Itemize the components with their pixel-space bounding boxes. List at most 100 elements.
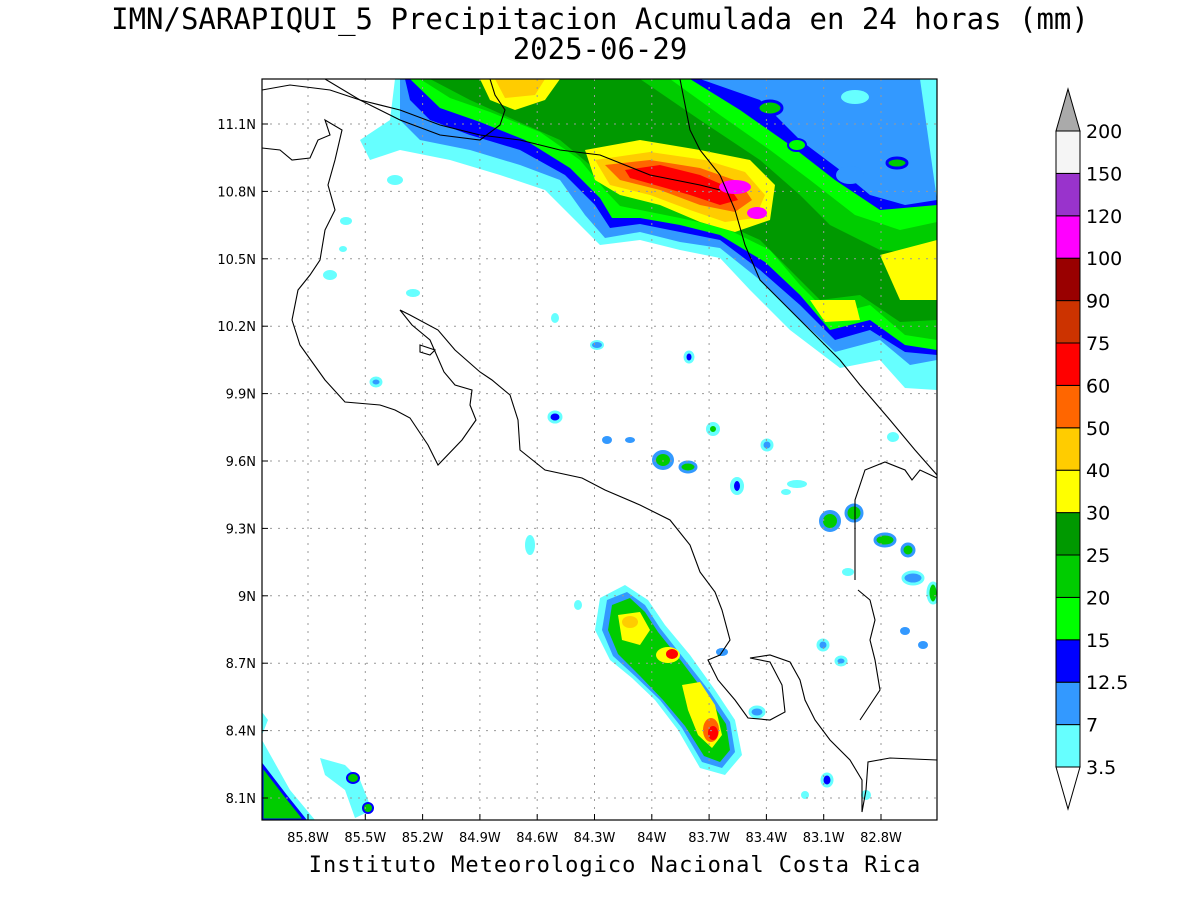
precip-cell (730, 477, 744, 495)
precip-cell (873, 532, 897, 548)
colorbar-label: 200 (1086, 121, 1122, 143)
precip-cell (340, 217, 352, 225)
precip-cell (885, 156, 909, 170)
map-frame (261, 78, 938, 821)
lon-tick-label: 85.8W (287, 831, 329, 846)
san-juan-river (679, 79, 937, 476)
precip-cell (887, 432, 899, 442)
colorbar-swatch (1055, 257, 1081, 302)
lon-tick-label: 83.4W (745, 831, 787, 846)
precip-cell (900, 627, 910, 635)
precip-left-edge (262, 712, 268, 735)
colorbar-label: 40 (1086, 460, 1110, 482)
precip-cell (781, 489, 791, 495)
precip-cell (926, 581, 937, 605)
precip-cell (842, 568, 854, 576)
map-grid (262, 79, 937, 820)
precip-cell (787, 138, 807, 152)
precip-cell (844, 503, 864, 523)
burica (857, 589, 881, 721)
precip-cell (373, 130, 417, 150)
lat-tick-label: 9.9N (226, 388, 256, 403)
precip-cell (683, 350, 695, 364)
precip-cell (748, 705, 766, 719)
precip-cell (756, 99, 784, 117)
colorbar-label: 15 (1086, 630, 1110, 652)
precip-cell (787, 480, 807, 488)
precip-red-south-a (708, 726, 718, 740)
colorbar-swatch (1055, 681, 1081, 726)
precip-corner-sw-b (262, 762, 307, 820)
precip-sw-cell-b (346, 772, 360, 784)
longitude-axis: 85.8W 85.5W 85.2W 84.9W 84.6W 84.3W 84W 83.7W 83… (287, 814, 902, 846)
precip-cell (760, 438, 774, 452)
precip-cell (652, 450, 674, 470)
precip-cell (547, 410, 563, 424)
colorbar-swatch (1055, 724, 1081, 768)
colorbar-label: 30 (1086, 503, 1110, 525)
colorbar-label: 90 (1086, 291, 1110, 313)
precip-cell (678, 460, 698, 474)
precip-cell (602, 436, 612, 444)
border-panama (854, 461, 937, 580)
lat-tick-label: 10.2N (217, 320, 256, 335)
precip-cell (816, 638, 830, 652)
lon-tick-label: 83.1W (803, 831, 845, 846)
colorbar-label: 7 (1086, 715, 1098, 737)
precip-cell (834, 655, 848, 667)
colorbar-swatch (1055, 596, 1081, 641)
precip-red-north-b (625, 165, 738, 205)
precip-cell (819, 510, 841, 532)
precip-orange-north-b (495, 79, 545, 98)
precip-orange-south-a (622, 616, 638, 628)
colorbar-swatch (1055, 384, 1081, 429)
precip-sw-cell (320, 758, 372, 818)
precip-cell (625, 437, 635, 443)
lat-tick-label: 9N (238, 590, 256, 605)
precip-cell (820, 772, 834, 788)
precip-red-south-b (666, 649, 678, 659)
colorbar-label: 50 (1086, 418, 1110, 440)
colorbar-swatch (1055, 215, 1081, 259)
colorbar-swatch (1055, 427, 1081, 471)
colorbar-label: 20 (1086, 587, 1110, 609)
colorbar-swatch (1055, 130, 1081, 174)
precip-cell (801, 791, 809, 799)
coastlines (262, 79, 937, 813)
colorbar-swatch (1055, 172, 1081, 217)
colorbar-swatch (1055, 300, 1081, 344)
nicoya-inlet (419, 344, 437, 356)
lon-tick-label: 83.7W (688, 831, 730, 846)
colorbar-label: 75 (1086, 333, 1110, 355)
colorbar-label: 150 (1086, 163, 1122, 185)
colorbar-upper-arrow (1055, 87, 1081, 132)
colorbar-swatch (1055, 469, 1081, 514)
precip-cell (369, 376, 383, 388)
precip-cell (841, 90, 869, 104)
lon-tick-label: 82.8W (860, 831, 902, 846)
colorbar-swatch (1055, 342, 1081, 386)
precip-cell (918, 641, 928, 649)
lon-tick-label: 85.5W (344, 831, 386, 846)
precip-cell (525, 535, 535, 555)
colorbar-label: 100 (1086, 248, 1122, 270)
lon-tick-label: 84.9W (459, 831, 501, 846)
colorbar-swatch (1055, 512, 1081, 556)
colorbar-lower-arrow (1055, 766, 1081, 811)
precip-cell (900, 542, 916, 558)
precip-cell (551, 313, 559, 323)
precip-cell (590, 340, 604, 350)
lat-tick-label: 8.7N (226, 657, 256, 672)
lon-tick-label: 84W (637, 831, 667, 846)
latitude-axis: 11.1N 10.8N 10.5N 10.2N 9.9N 9.6N 9.3N 9N 8.7N 8.… (217, 118, 268, 807)
lon-tick-label: 85.2W (402, 831, 444, 846)
colorbar-swatch (1055, 639, 1081, 683)
precip-yellow-north-d (810, 300, 860, 322)
border-nicaragua (324, 79, 721, 191)
lon-tick-label: 84.3W (574, 831, 616, 846)
chart-date: 2025-06-29 (512, 32, 688, 66)
lat-tick-label: 8.4N (226, 725, 256, 740)
caribbean-coast (262, 79, 506, 141)
precip-cell (406, 289, 420, 297)
